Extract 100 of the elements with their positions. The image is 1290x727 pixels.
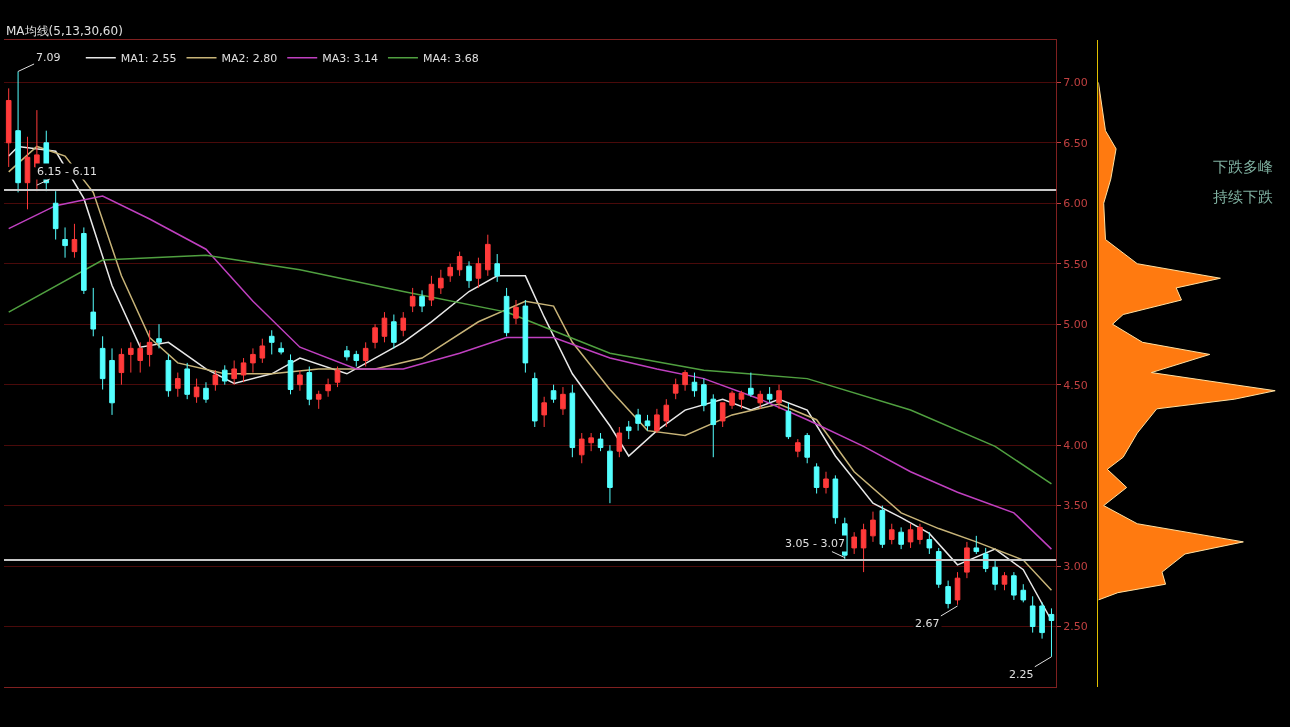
candlestick [128, 341, 134, 374]
chart-title: MA均线(5,13,30,60) [6, 24, 123, 38]
line-series [7, 195, 1053, 550]
candlestick [259, 338, 266, 364]
candlestick [485, 234, 491, 277]
candlestick [156, 323, 162, 349]
candlestick [353, 350, 360, 368]
candlestick [1011, 571, 1017, 601]
candlestick [560, 386, 566, 416]
candlestick [823, 471, 829, 494]
candlestick [231, 359, 237, 386]
candlestick [682, 369, 688, 392]
candlestick [24, 136, 31, 210]
candlestick [212, 369, 219, 392]
y-tick-label: 4.00 [1063, 438, 1088, 452]
candlestick [870, 511, 876, 543]
candlestick [306, 366, 313, 406]
candlestick [785, 402, 792, 440]
candlestick [240, 357, 247, 383]
candlestick [625, 420, 632, 440]
candlestick [438, 269, 444, 295]
candlestick [118, 347, 125, 386]
candlestick [888, 523, 895, 545]
candlestick [578, 432, 585, 464]
candlestick [15, 70, 21, 193]
candlestick [813, 462, 820, 494]
annotation: 持续下跌 [1213, 188, 1273, 206]
candlestick [165, 353, 172, 398]
candlestick [278, 341, 284, 355]
candlestick [428, 275, 435, 307]
candlestick [71, 223, 78, 259]
candlestick [550, 384, 557, 404]
candlestick [719, 402, 726, 428]
candlestick [503, 287, 510, 337]
candlestick [701, 378, 707, 412]
candlestick [992, 559, 998, 591]
candlestick [954, 571, 961, 606]
candlestick [203, 381, 209, 404]
candlestick [400, 311, 407, 337]
candlestick [447, 263, 454, 283]
y-tick-label: 5.50 [1063, 257, 1088, 271]
candlestick [146, 329, 153, 368]
candlestick [334, 366, 341, 388]
candlestick [766, 386, 773, 404]
candlestick [325, 378, 331, 398]
candlestick [898, 526, 904, 550]
y-tick-label: 2.50 [1063, 620, 1088, 634]
candlestick [691, 372, 698, 398]
candlestick [654, 408, 660, 434]
candlestick [935, 547, 942, 589]
candlestick [62, 226, 68, 259]
candlestick [776, 384, 782, 410]
candlestick [344, 345, 350, 361]
candlestick [1001, 571, 1008, 591]
candlestick [1029, 595, 1036, 634]
candlestick [268, 329, 275, 355]
candlestick [90, 287, 97, 337]
candlestick [193, 378, 200, 404]
candlestick [748, 372, 754, 398]
candlestick [184, 362, 190, 400]
candlestick [663, 398, 670, 428]
candlestick [710, 393, 717, 458]
candlestick [315, 390, 322, 410]
candlestick [81, 226, 87, 295]
legend-label: MA4: 3.68 [422, 52, 479, 66]
y-tick-label: 6.00 [1063, 197, 1088, 211]
annotation: 下跌多峰 [1213, 158, 1273, 176]
candlestick [409, 287, 416, 313]
candlestick [137, 341, 144, 374]
candlestick [381, 311, 388, 343]
candlestick [362, 341, 369, 368]
candlestick [973, 535, 980, 555]
candlestick [860, 523, 867, 573]
candlestick [372, 323, 378, 349]
legend-label: MA3: 3.14 [322, 52, 378, 66]
candlestick [851, 531, 857, 555]
candlestick [729, 390, 735, 410]
candlestick [109, 347, 115, 416]
legend-label: MA1: 2.55 [120, 52, 177, 66]
annotation: 3.05 - 3.07 [785, 537, 845, 550]
y-tick-label: 6.50 [1063, 136, 1088, 150]
candlestick [672, 378, 679, 400]
candlestick [419, 289, 425, 313]
candlestick [597, 432, 604, 452]
annotation: 6.15 - 6.11 [37, 165, 97, 178]
candlestick [174, 372, 181, 398]
candlestick [456, 251, 463, 277]
candlestick [541, 396, 547, 428]
annotation: 2.67 [915, 617, 940, 630]
y-tick-label: 4.50 [1063, 378, 1088, 392]
candlestick [635, 408, 641, 432]
candlestick [466, 260, 472, 289]
candlestick [287, 353, 294, 395]
candlestick [738, 390, 745, 410]
y-tick-label: 7.00 [1063, 76, 1088, 90]
line-series [7, 254, 1053, 485]
candlestick [99, 335, 106, 390]
candlestick [569, 384, 576, 458]
y-tick-label: 3.50 [1063, 499, 1088, 513]
candlestick [607, 444, 613, 504]
